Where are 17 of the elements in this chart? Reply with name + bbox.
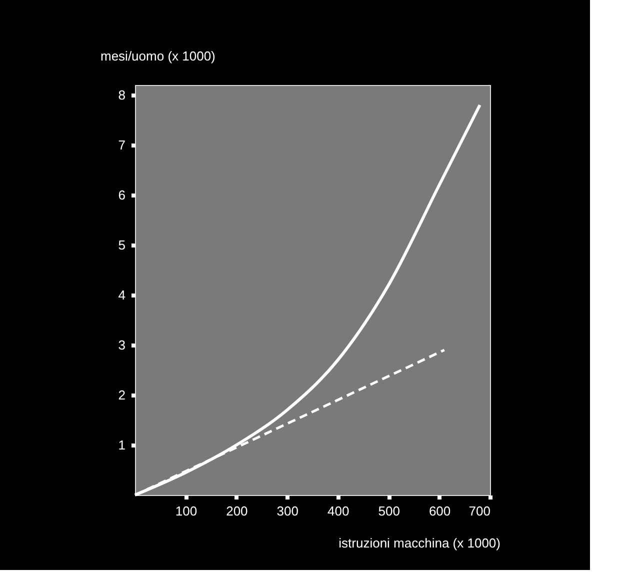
x-tick-label: 400 xyxy=(328,504,350,518)
y-tick-label: 6 xyxy=(118,188,126,202)
x-tick-label: 700 xyxy=(468,504,490,518)
x-tick-label: 500 xyxy=(378,504,400,518)
x-tick-label: 300 xyxy=(276,504,298,518)
x-tick-label: 100 xyxy=(175,504,198,518)
y-tick-label: 8 xyxy=(118,88,126,102)
x-tick-label: 600 xyxy=(428,504,451,518)
y-tick-label: 7 xyxy=(118,138,126,152)
x-axis-title: istruzioni macchina (x 1000) xyxy=(338,536,500,550)
y-tick-label: 4 xyxy=(118,288,126,302)
y-tick-label: 5 xyxy=(118,238,126,252)
x-tick-label: 200 xyxy=(226,504,248,518)
y-axis-title: mesi/uomo (x 1000) xyxy=(100,48,216,64)
y-tick-label: 1 xyxy=(118,438,126,452)
y-tick-label: 3 xyxy=(118,338,126,352)
y-tick-label: 2 xyxy=(118,388,126,402)
